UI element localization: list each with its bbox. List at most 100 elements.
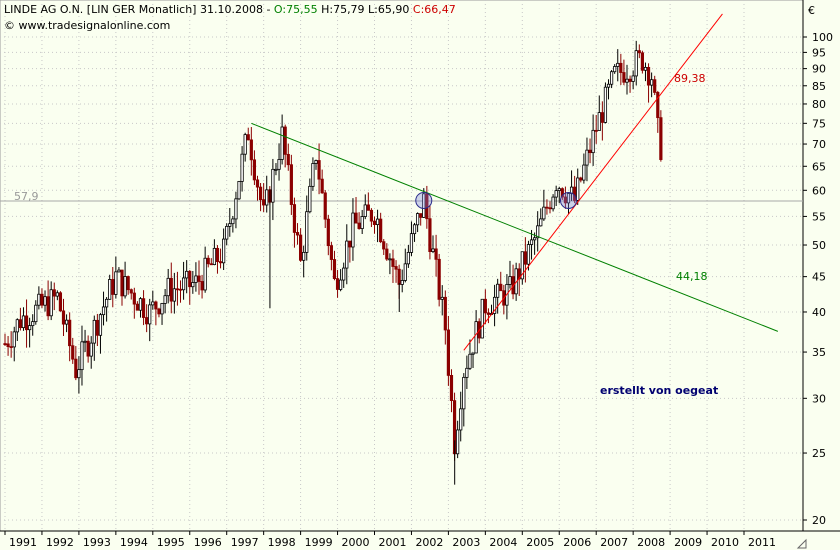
candle-body xyxy=(431,248,435,252)
candle-body xyxy=(446,329,451,376)
candle-body xyxy=(480,298,484,339)
candle-body xyxy=(157,308,161,315)
candle-body xyxy=(24,315,29,331)
y-tick-label: 75 xyxy=(812,117,826,130)
candle-body xyxy=(163,295,167,304)
candle-body xyxy=(52,289,56,297)
candle-body xyxy=(613,66,617,73)
candle-body xyxy=(280,126,284,160)
candle-body xyxy=(61,310,66,325)
candle-body xyxy=(320,178,324,194)
y-tick-label: 80 xyxy=(812,98,826,111)
candle-body xyxy=(462,376,466,410)
candle-body xyxy=(43,296,47,306)
candle-body xyxy=(206,257,210,265)
candle-body xyxy=(354,212,358,224)
candle-body xyxy=(123,276,127,297)
candle-body xyxy=(271,168,275,203)
candle-body xyxy=(566,193,571,204)
candle-body xyxy=(609,71,614,85)
candle-body xyxy=(440,296,444,300)
candle-body xyxy=(428,218,432,252)
candle-body xyxy=(486,312,491,315)
candle-body xyxy=(234,198,238,220)
candle-body xyxy=(659,117,663,160)
candle-body xyxy=(600,112,604,123)
candle-body xyxy=(237,181,241,200)
candle-body xyxy=(551,196,555,210)
highlight-marker xyxy=(559,191,577,209)
x-tick-label: 1993 xyxy=(83,536,111,549)
candle-body xyxy=(101,306,106,316)
candle-body xyxy=(597,112,601,131)
open-value: O:75,55 xyxy=(273,3,318,16)
candle-body xyxy=(98,314,103,336)
candle-body xyxy=(434,248,438,260)
candle-body xyxy=(77,369,81,379)
candle-body xyxy=(218,261,223,264)
candle-body xyxy=(181,277,186,291)
candle-body xyxy=(129,289,133,294)
candle-body xyxy=(141,298,146,318)
x-tick-label: 2001 xyxy=(379,536,407,549)
candle-body xyxy=(579,177,583,181)
candle-body xyxy=(160,303,164,315)
candle-body xyxy=(520,251,524,280)
x-tick-label: 1992 xyxy=(46,536,74,549)
candle-body xyxy=(606,83,611,88)
candle-body xyxy=(311,163,315,187)
candle-body xyxy=(243,134,247,155)
y-tick-label: 35 xyxy=(812,346,826,359)
candle-body xyxy=(46,296,50,317)
candle-body xyxy=(348,240,352,248)
candle-body xyxy=(406,251,410,265)
candle-body xyxy=(619,62,623,73)
high-low-values: H:75,79 L:65,90 xyxy=(317,3,413,16)
candle-body xyxy=(375,218,380,226)
author-credit: erstellt von oegeat xyxy=(600,384,719,397)
candle-body xyxy=(145,317,149,325)
candle-body xyxy=(175,288,180,291)
candle-body xyxy=(545,206,549,209)
candle-body xyxy=(526,244,531,265)
candle-body xyxy=(342,267,346,281)
candle-body xyxy=(379,218,383,243)
header-title: LINDE AG O.N. [LIN GER Monatlich] 31.10.… xyxy=(4,3,274,16)
y-tick-label: 45 xyxy=(812,271,826,284)
candle-body xyxy=(49,289,53,317)
candle-body xyxy=(363,204,367,217)
candle-body xyxy=(3,343,7,346)
candle-body xyxy=(262,199,266,206)
x-tick-label: 2009 xyxy=(674,536,702,549)
candle-body xyxy=(536,225,540,239)
candle-body xyxy=(231,218,235,225)
uptrend-line xyxy=(463,13,723,351)
currency-symbol: € xyxy=(808,4,815,17)
y-axis-panel xyxy=(803,0,840,550)
candle-body xyxy=(111,279,115,295)
candle-body xyxy=(539,218,543,227)
x-tick-label: 2005 xyxy=(526,536,554,549)
candle-body xyxy=(71,345,75,360)
x-tick-label: 1997 xyxy=(231,536,259,549)
candle-body xyxy=(108,279,112,300)
x-tick-label: 1991 xyxy=(9,536,37,549)
candle-body xyxy=(185,270,189,279)
candle-body xyxy=(443,296,447,331)
x-tick-label: 2007 xyxy=(600,536,628,549)
downtrend-value-label: 44,18 xyxy=(676,270,708,283)
candle-body xyxy=(120,269,124,297)
y-tick-label: 95 xyxy=(812,46,826,59)
y-tick-label: 100 xyxy=(812,31,833,44)
candle-body xyxy=(132,292,136,305)
source-link[interactable]: © www.tradesignalonline.com xyxy=(4,19,171,32)
y-tick-label: 70 xyxy=(812,138,826,151)
candle-body xyxy=(351,212,355,248)
candle-body xyxy=(28,325,32,331)
candle-body xyxy=(92,319,96,344)
candle-body xyxy=(382,241,386,250)
candle-body xyxy=(295,232,300,236)
candle-body xyxy=(117,269,121,273)
candle-body xyxy=(135,303,140,311)
